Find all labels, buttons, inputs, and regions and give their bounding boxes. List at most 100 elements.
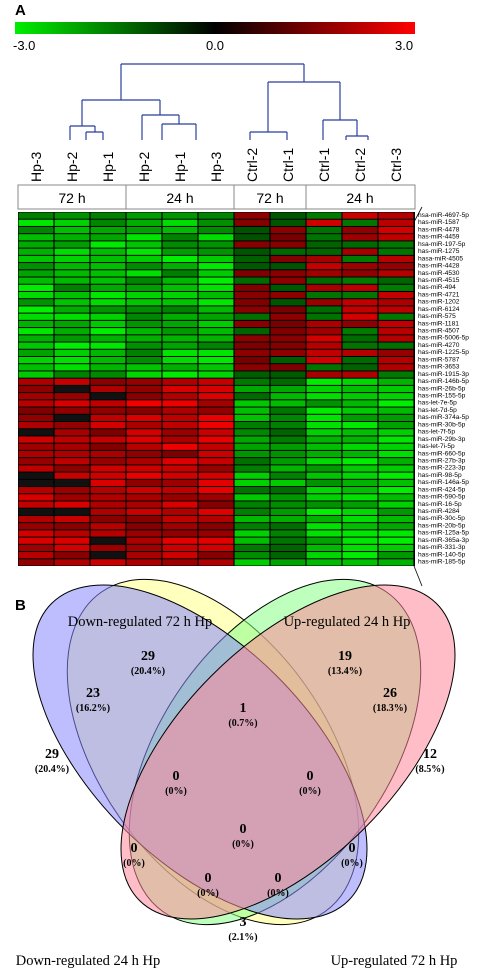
heatmap-cell xyxy=(342,306,378,313)
heatmap-cell xyxy=(198,342,234,349)
panel-a-label: A xyxy=(15,2,26,19)
heatmap-cell xyxy=(234,241,270,248)
heatmap-cell xyxy=(54,422,90,429)
heatmap-cell xyxy=(54,349,90,356)
heatmap-cell xyxy=(54,487,90,494)
heatmap-cell xyxy=(378,393,414,400)
heatmap-cell xyxy=(18,515,54,523)
heatmap-cell xyxy=(162,537,198,544)
heatmap-cell xyxy=(306,349,342,356)
heatmap-cell xyxy=(378,320,414,328)
venn-region-count: 0 xyxy=(131,841,138,856)
heatmap-cell xyxy=(198,479,234,487)
heatmap-cell xyxy=(126,270,162,277)
heatmap-cell xyxy=(90,226,126,234)
venn-set-title-down-72h: Down-regulated 72 h Hp xyxy=(68,614,213,630)
heatmap-cell xyxy=(162,270,198,277)
heatmap-cell xyxy=(162,241,198,248)
venn-region-count: 0 xyxy=(349,841,356,856)
heatmap-cell xyxy=(90,277,126,284)
mirna-label: has-miR-98-5p xyxy=(418,472,462,479)
heatmap-cell xyxy=(270,559,306,566)
venn-region-percent: (20.4%) xyxy=(35,764,69,775)
heatmap-cell xyxy=(126,544,162,552)
venn-region-count: 0 xyxy=(275,871,282,886)
heatmap-cell xyxy=(162,479,198,487)
heatmap-cell xyxy=(378,537,414,544)
heatmap-cell xyxy=(198,219,234,226)
heatmap-cell xyxy=(54,299,90,306)
venn-region-labels: 29 (20.4%) 19 (13.4%) 23 (16.2%) 1 (0.7%) 26 (18.… xyxy=(35,649,445,943)
heatmap-cell xyxy=(378,422,414,429)
heatmap-cell xyxy=(234,429,270,436)
heatmap-cell xyxy=(18,356,54,364)
heatmap-cell xyxy=(126,465,162,472)
heatmap-cell xyxy=(90,450,126,458)
heatmap-cell xyxy=(162,393,198,400)
heatmap-cell xyxy=(162,465,198,472)
heatmap-cell xyxy=(90,299,126,306)
heatmap-cell xyxy=(18,450,54,458)
heatmap-cell xyxy=(306,429,342,436)
heatmap-cell xyxy=(234,508,270,515)
heatmap-cell xyxy=(234,306,270,313)
heatmap-cell xyxy=(234,393,270,400)
heatmap-cell xyxy=(90,407,126,414)
heatmap-cell xyxy=(306,385,342,393)
venn-region-count: 26 xyxy=(383,686,397,701)
heatmap-cell xyxy=(162,226,198,234)
heatmap-cell xyxy=(198,291,234,299)
heatmap-cell xyxy=(342,407,378,414)
heatmap-cell xyxy=(54,465,90,472)
heatmap-cell xyxy=(198,537,234,544)
heatmap-cell xyxy=(198,429,234,436)
heatmap-cell xyxy=(198,371,234,378)
venn-region-count: 1 xyxy=(240,701,247,716)
heatmap-cell xyxy=(54,393,90,400)
heatmap-cell xyxy=(342,226,378,234)
heatmap-cell xyxy=(90,393,126,400)
heatmap-cell xyxy=(126,443,162,450)
heatmap-cell xyxy=(198,248,234,255)
time-group-frame xyxy=(17,184,416,210)
heatmap-cell xyxy=(378,349,414,356)
venn-region-percent: (0%) xyxy=(341,858,363,869)
heatmap-cell xyxy=(162,349,198,356)
heatmap-cell xyxy=(126,356,162,364)
heatmap-cell xyxy=(54,263,90,270)
heatmap-cell xyxy=(162,364,198,371)
heatmap-cell xyxy=(18,219,54,226)
heatmap-cell xyxy=(306,226,342,234)
heatmap-cell xyxy=(306,356,342,364)
heatmap-cell xyxy=(54,241,90,248)
heatmap-cell xyxy=(90,212,126,219)
heatmap-cell xyxy=(306,414,342,422)
heatmap-cell xyxy=(54,436,90,443)
venn-set-title-up-24h: Up-regulated 24 h Hp xyxy=(284,614,411,630)
heatmap-cell xyxy=(198,270,234,277)
heatmap-cell xyxy=(198,255,234,263)
mirna-label: has-miR-4270 xyxy=(418,342,460,349)
heatmap-cell xyxy=(306,313,342,320)
venn-region-percent: (20.4%) xyxy=(131,666,165,677)
heatmap-cell xyxy=(378,342,414,349)
heatmap-cell xyxy=(198,284,234,291)
mirna-label: has-miR-424-5p xyxy=(418,486,466,493)
heatmap-cell xyxy=(234,501,270,508)
venn-region-percent: (2.1%) xyxy=(228,932,257,943)
venn-region-percent: (0%) xyxy=(197,888,219,899)
heatmap-cell xyxy=(54,544,90,552)
heatmap-cell xyxy=(54,234,90,241)
heatmap-cell xyxy=(198,400,234,407)
heatmap-cell xyxy=(18,400,54,407)
heatmap-cell xyxy=(18,385,54,393)
heatmap-cell xyxy=(342,284,378,291)
heatmap-cell xyxy=(342,450,378,458)
mirna-label: has-miR-590-5p xyxy=(418,494,466,501)
heatmap-cell xyxy=(306,255,342,263)
heatmap-cell xyxy=(306,371,342,378)
heatmap-cell xyxy=(54,443,90,450)
sample-label: Ctrl-3 xyxy=(388,148,404,182)
heatmap-cell xyxy=(54,414,90,422)
mirna-label: has-miR-155-5p xyxy=(418,393,466,400)
